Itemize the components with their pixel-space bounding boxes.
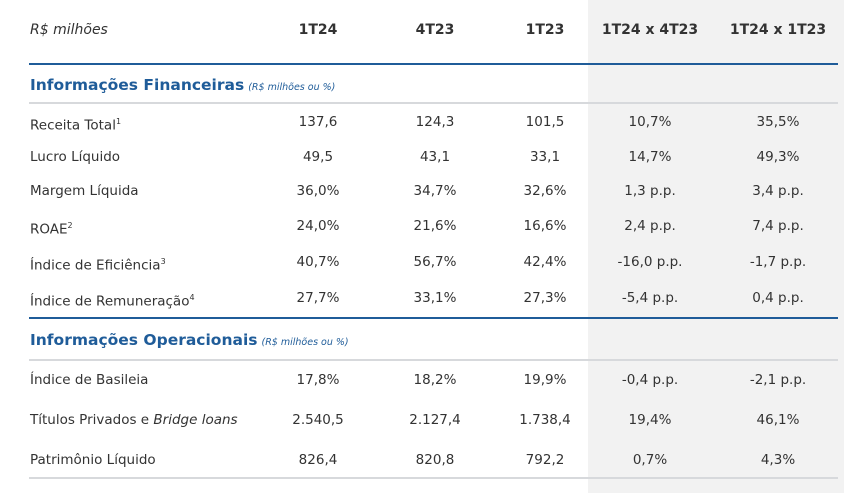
cell-value: 49,5 [302, 149, 334, 165]
row-label: Índice de Remuneração4 [30, 293, 195, 310]
table-row: ROAE2 24,0% 21,6% 16,6% 2,4 p.p. 7,4 p.p. [29, 211, 838, 241]
cell-value: 27,3% [523, 290, 567, 306]
col-header: 1T23 [525, 22, 565, 38]
cell-value: 19,9% [523, 372, 567, 388]
cell-value: 21,6% [413, 218, 457, 234]
cell-value: 7,4 p.p. [752, 218, 804, 234]
row-divider [29, 477, 838, 479]
section-title: Informações Operacionais (R$ milhões ou %… [29, 325, 838, 355]
cell-value: 0,4 p.p. [752, 290, 804, 306]
col-header: 1T24 x 1T23 [729, 22, 827, 38]
cell-value: 27,7% [296, 290, 340, 306]
cell-value: 56,7% [413, 254, 457, 270]
cell-value: -0,4 p.p. [621, 372, 679, 388]
cell-value: 137,6 [298, 114, 338, 130]
footnote-marker: 3 [160, 257, 166, 266]
cell-value: 43,1 [419, 149, 451, 165]
table-row: Patrimônio Líquido 826,4 820,8 792,2 0,7% 4,3… [29, 445, 838, 475]
cell-value: 35,5% [756, 114, 800, 130]
cell-value: -5,4 p.p. [621, 290, 679, 306]
cell-value: -1,7 p.p. [749, 254, 807, 270]
cell-value: 17,8% [296, 372, 340, 388]
row-label: Margem Líquida [30, 183, 139, 199]
table-header: R$ milhões 1T24 4T23 1T23 1T24 x 4T23 1T… [29, 15, 838, 45]
cell-value: 826,4 [298, 452, 338, 468]
row-label: Índice de Eficiência3 [30, 257, 166, 274]
cell-value: 34,7% [413, 183, 457, 199]
cell-value: -2,1 p.p. [749, 372, 807, 388]
section-unit: (R$ milhões ou %) [248, 82, 336, 93]
unit-label: R$ milhões [30, 22, 108, 38]
table-row: Índice de Remuneração4 27,7% 33,1% 27,3% -5,… [29, 283, 838, 313]
cell-value: 32,6% [523, 183, 567, 199]
cell-value: 24,0% [296, 218, 340, 234]
row-divider [29, 102, 838, 104]
cell-value: 820,8 [415, 452, 455, 468]
cell-value: 101,5 [525, 114, 565, 130]
cell-value: 46,1% [756, 412, 800, 428]
table-row: Índice de Basileia 17,8% 18,2% 19,9% -0,4 p.… [29, 365, 838, 395]
cell-value: 49,3% [756, 149, 800, 165]
row-label: Receita Total1 [30, 117, 122, 134]
cell-value: 16,6% [523, 218, 567, 234]
cell-value: 33,1 [529, 149, 561, 165]
cell-value: 124,3 [415, 114, 455, 130]
section-title-text: Informações Operacionais [30, 331, 258, 349]
cell-value: 1,3 p.p. [624, 183, 676, 199]
footnote-marker: 1 [115, 117, 122, 126]
section-title: Informações Financeiras (R$ milhões ou %) [29, 70, 838, 100]
cell-value: 33,1% [413, 290, 457, 306]
row-label: Patrimônio Líquido [30, 452, 156, 468]
cell-value: 36,0% [296, 183, 340, 199]
col-header: 4T23 [415, 22, 455, 38]
cell-value: 4,3% [760, 452, 796, 468]
table-row: Lucro Líquido 49,5 43,1 33,1 14,7% 49,3% [29, 142, 838, 172]
table-row: Receita Total1 137,6 124,3 101,5 10,7% 35,5% [29, 107, 838, 137]
section-divider [29, 63, 838, 65]
cell-value: 792,2 [525, 452, 565, 468]
section-divider [29, 317, 838, 319]
table-row: Margem Líquida 36,0% 34,7% 32,6% 1,3 p.p. 3,4… [29, 176, 838, 206]
section-title-text: Informações Financeiras [30, 76, 245, 94]
col-header: 1T24 x 4T23 [601, 22, 699, 38]
cell-value: 2,4 p.p. [624, 218, 676, 234]
comparison-column-shade [588, 0, 844, 493]
cell-value: -16,0 p.p. [617, 254, 683, 270]
row-divider [29, 359, 838, 361]
footnote-marker: 4 [189, 293, 195, 302]
cell-value: 40,7% [296, 254, 340, 270]
cell-value: 2.540,5 [292, 412, 344, 428]
row-label: Índice de Basileia [30, 372, 149, 388]
row-label: Títulos Privados e Bridge loans [30, 412, 238, 428]
footnote-marker: 2 [67, 221, 73, 230]
cell-value: 10,7% [628, 114, 672, 130]
table-row: Índice de Eficiência3 40,7% 56,7% 42,4% -16,… [29, 247, 838, 277]
cell-value: 2.127,4 [409, 412, 461, 428]
col-header: 1T24 [298, 22, 338, 38]
cell-value: 18,2% [413, 372, 457, 388]
cell-value: 3,4 p.p. [752, 183, 804, 199]
section-unit: (R$ milhões ou %) [261, 337, 349, 348]
cell-value: 1.738,4 [519, 412, 571, 428]
cell-value: 19,4% [628, 412, 672, 428]
cell-value: 0,7% [632, 452, 668, 468]
cell-value: 42,4% [523, 254, 567, 270]
row-label: ROAE2 [30, 221, 73, 238]
table-row: Títulos Privados e Bridge loans 2.540,5 2.… [29, 405, 838, 435]
row-label: Lucro Líquido [30, 149, 121, 165]
cell-value: 14,7% [628, 149, 672, 165]
